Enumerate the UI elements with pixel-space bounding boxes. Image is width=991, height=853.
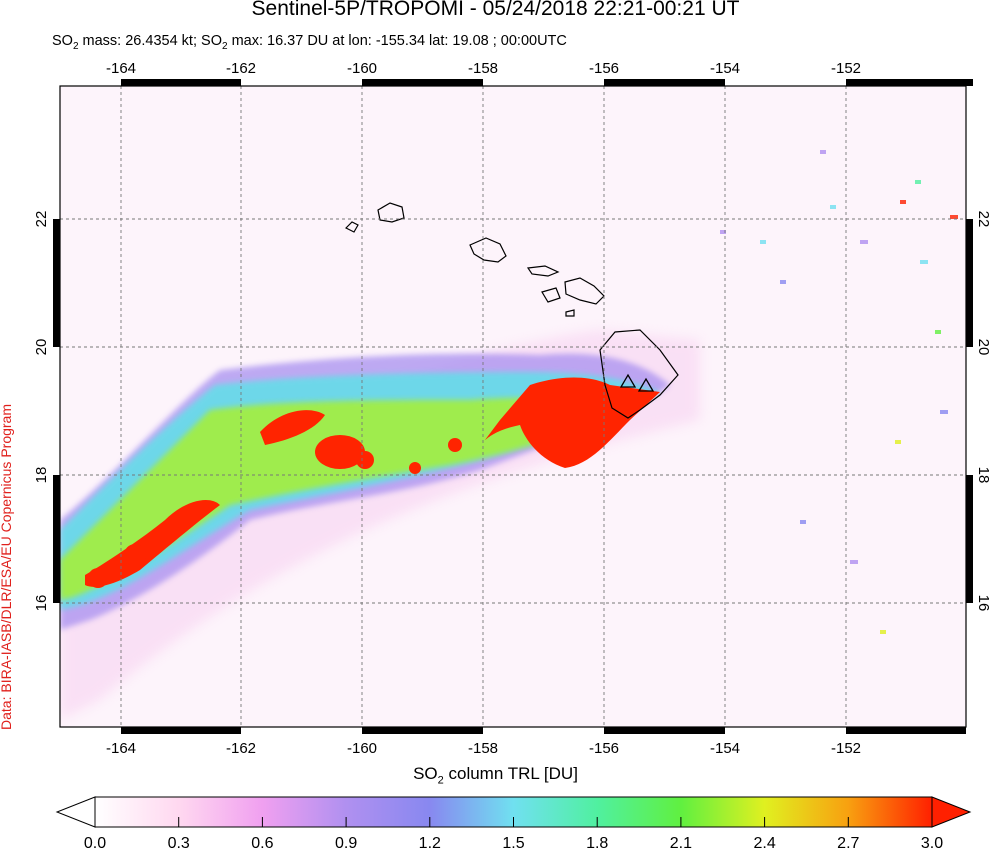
lon-tick-label: -162 <box>226 60 256 77</box>
lon-tick-label: -156 <box>589 740 619 757</box>
so2-plume <box>60 86 966 727</box>
lon-tick-label: -152 <box>831 740 861 757</box>
map-title: Sentinel-5P/TROPOMI - 05/24/2018 22:21-0… <box>251 0 740 20</box>
colorbar-max-arrow <box>931 796 972 828</box>
lat-tick-label: 22 <box>33 211 50 228</box>
colorbar-tick: 0.9 <box>335 835 357 852</box>
volcano-2 <box>637 377 655 392</box>
lon-tick-label: -158 <box>468 740 498 757</box>
coastlines <box>344 202 679 419</box>
colorbar-tick: 1.5 <box>502 835 524 852</box>
lat-tick-label: 18 <box>975 467 991 484</box>
lon-tick-label: -162 <box>226 740 256 757</box>
colorbar-tick: 0.6 <box>251 835 273 852</box>
colorbar-tick: 1.2 <box>419 835 441 852</box>
colorbar-tick: 0.0 <box>84 835 106 852</box>
lat-tick-label: 20 <box>975 339 991 356</box>
lat-tick-label: 16 <box>33 595 50 612</box>
lon-tick-label: -154 <box>710 740 740 757</box>
lon-tick-label: -154 <box>710 60 740 77</box>
map-subtitle: SO2 mass: 26.4354 kt; SO2 max: 16.37 DU … <box>52 33 567 52</box>
colorbar-tick: 2.4 <box>753 835 775 852</box>
colorbar-tick: 2.1 <box>670 835 692 852</box>
lat-tick-label: 18 <box>33 467 50 484</box>
colorbar: 0.0 0.3 0.6 0.9 1.2 1.5 1.8 2.1 2.4 2.7 … <box>55 796 972 852</box>
volcano-markers <box>619 373 655 392</box>
colorbar-label: SO2 column TRL [DU] <box>413 764 578 787</box>
colorbar-min-arrow <box>55 796 96 828</box>
graticule <box>60 86 966 727</box>
lat-ticks-right: 16 18 20 22 <box>975 211 991 612</box>
volcano-1 <box>619 373 637 388</box>
lat-tick-label: 22 <box>975 211 991 228</box>
colorbar-tick: 2.7 <box>837 835 859 852</box>
lat-tick-label: 20 <box>33 339 50 356</box>
colorbar-tick: 0.3 <box>168 835 190 852</box>
lon-tick-label: -164 <box>106 740 136 757</box>
lon-tick-label: -160 <box>347 60 377 77</box>
map-frame <box>59 85 967 728</box>
lon-tick-label: -160 <box>347 740 377 757</box>
frame-bars <box>53 79 973 734</box>
colorbar-tick: 1.8 <box>586 835 608 852</box>
lon-tick-label: -164 <box>106 60 136 77</box>
lon-ticks-top: -164 -162 -160 -158 -156 -154 -152 <box>106 60 861 77</box>
lon-tick-label: -152 <box>831 60 861 77</box>
lat-tick-label: 16 <box>975 595 991 612</box>
lon-tick-label: -158 <box>468 60 498 77</box>
lon-ticks-bottom: -164 -162 -160 -158 -156 -154 -152 <box>106 740 861 757</box>
colorbar-tick: 3.0 <box>921 835 943 852</box>
lat-ticks-left: 16 18 20 22 <box>33 211 50 612</box>
lon-tick-label: -156 <box>589 60 619 77</box>
